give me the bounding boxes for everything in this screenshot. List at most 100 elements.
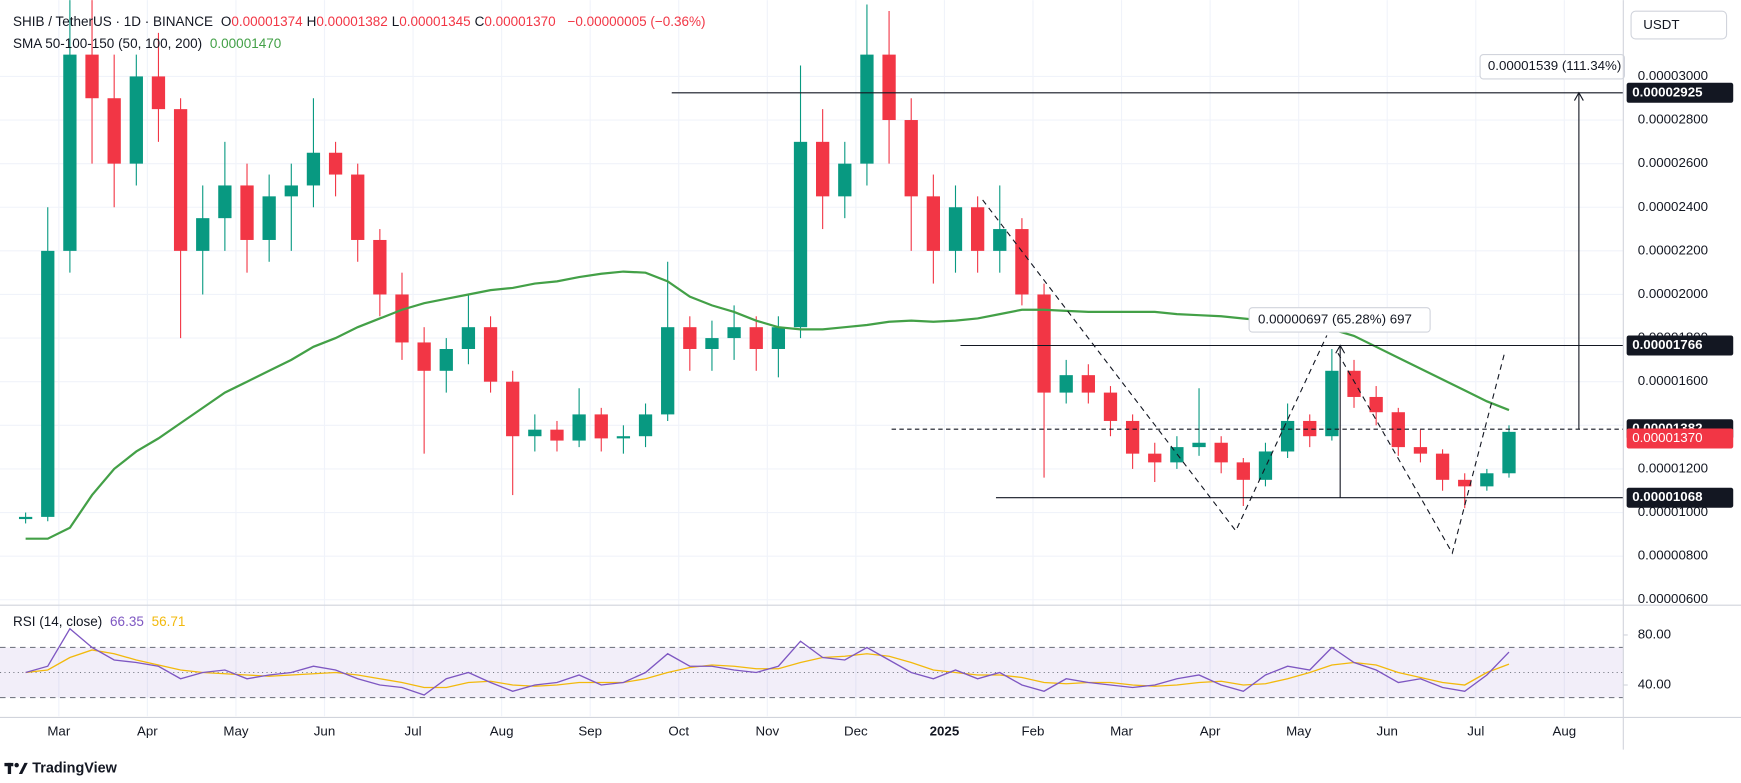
x-tick-label: Jul — [405, 723, 422, 738]
candle-body — [528, 429, 542, 437]
annotation: 0.00001539 (111.34%) — [1488, 58, 1621, 73]
annotation-box — [1479, 53, 1625, 80]
change: −0.00000005 (−0.36%) — [567, 14, 706, 29]
candle-body — [417, 342, 431, 371]
candle-body — [1148, 453, 1162, 463]
candle-body — [328, 152, 343, 175]
x-tick-label: Sep — [578, 723, 602, 738]
candle-body — [395, 294, 409, 343]
candle-body — [771, 327, 786, 349]
level-label-box — [1626, 487, 1734, 508]
candle-body — [439, 348, 453, 371]
ohlc-key: C — [474, 14, 485, 29]
level-label: 0.00002925 — [1632, 84, 1703, 99]
candle-body — [461, 327, 476, 349]
candle-body — [1347, 370, 1361, 397]
candle-body — [1280, 420, 1295, 452]
candle-body — [749, 327, 763, 349]
ohlc-value: 0.00001370 — [484, 14, 556, 29]
candle-body — [18, 516, 33, 520]
candle-body — [240, 185, 254, 240]
y-tick-label: 0.00001000 — [1638, 504, 1708, 519]
rsi-ma-value: 56.71 — [151, 614, 186, 629]
candle-body — [483, 327, 498, 382]
x-tick-label: May — [1286, 723, 1311, 738]
ohlc-key: L — [391, 14, 400, 29]
candle-body — [1413, 447, 1428, 454]
last-price-label: 0.00001370 — [1632, 430, 1702, 445]
candle-body — [218, 185, 232, 219]
candle-body — [572, 414, 586, 441]
candle-body — [993, 229, 1007, 251]
x-tick-label: Apr — [137, 723, 158, 738]
candle-body — [1236, 462, 1250, 480]
candle-body — [1015, 229, 1029, 295]
candle-body — [173, 109, 188, 251]
candle-body — [196, 218, 210, 251]
candle-body — [284, 185, 298, 197]
level-label-box — [1626, 335, 1734, 356]
x-tick-label: Jun — [1376, 723, 1397, 738]
candle-body — [63, 54, 77, 251]
candle-body — [727, 327, 741, 339]
x-tick-label: Dec — [844, 723, 868, 738]
rsi-legend: RSI (14, close) 66.35 56.71 — [13, 614, 189, 629]
x-tick-label: Oct — [668, 723, 689, 738]
rsi-line — [25, 627, 1510, 696]
annotation: 0.00000697 (65.28%) 697 — [1258, 311, 1412, 326]
brand: TradingView — [32, 760, 117, 776]
y-tick-label: 0.00002800 — [1638, 112, 1708, 127]
rsi-tick-label: 80.00 — [1638, 626, 1671, 641]
candle-body — [1059, 375, 1073, 393]
x-tick-label: Mar — [47, 723, 70, 738]
y-tick-label: 0.00001600 — [1638, 373, 1708, 388]
candle-body — [838, 163, 852, 197]
candle-body — [1480, 473, 1494, 487]
candle-body — [351, 174, 365, 240]
candle-body — [550, 429, 564, 441]
candle-body — [1258, 451, 1273, 480]
candle-body — [1458, 479, 1472, 487]
symbol-legend: SHIB / TetherUS · 1D · BINANCE O0.000013… — [13, 14, 710, 29]
x-tick-label: Feb — [1022, 723, 1045, 738]
sma-value: 0.00001470 — [209, 36, 282, 51]
candle-body — [616, 436, 631, 439]
level-label: 0.00001766 — [1632, 337, 1702, 352]
symbol: SHIB / TetherUS · 1D · BINANCE — [13, 14, 214, 29]
level-label-box — [1626, 82, 1734, 103]
candle-body — [41, 250, 55, 517]
annotation-box — [1248, 307, 1431, 333]
y-tick-label: 0.00002200 — [1638, 242, 1708, 257]
candle-body — [1325, 370, 1339, 437]
rsi-band — [0, 647, 1624, 698]
x-tick-label: Apr — [1200, 723, 1221, 738]
last-price-box — [1626, 428, 1734, 449]
candle-body — [107, 98, 121, 164]
arrow-head — [1335, 344, 1346, 354]
x-tick-label: Aug — [1553, 723, 1577, 738]
x-tick-label: Jun — [314, 723, 335, 738]
candle-body — [1081, 375, 1095, 393]
candle-body — [1192, 442, 1206, 448]
rsi-name: RSI (14, close) — [13, 614, 103, 629]
pattern-line — [1337, 352, 1506, 555]
x-tick-label: Jul — [1467, 723, 1484, 738]
sma-legend: SMA 50-100-150 (50, 100, 200) 0.00001470 — [13, 36, 285, 51]
y-tick-label: 0.00000800 — [1638, 548, 1708, 563]
x-tick-label: Mar — [1110, 723, 1133, 738]
x-tick-label: Aug — [490, 723, 514, 738]
currency-box[interactable] — [1630, 10, 1728, 40]
candle-body — [306, 152, 321, 186]
candle-body — [705, 338, 719, 349]
x-tick-label: May — [223, 723, 248, 738]
candle-body — [638, 414, 653, 437]
candle-body — [661, 327, 675, 415]
y-tick-label: 0.00003000 — [1638, 68, 1708, 83]
candle-body — [948, 207, 963, 251]
candle-body — [1502, 431, 1516, 474]
candle-body — [1214, 442, 1228, 463]
y-tick-label: 0.00001200 — [1638, 460, 1708, 475]
pattern-line — [982, 199, 1328, 532]
